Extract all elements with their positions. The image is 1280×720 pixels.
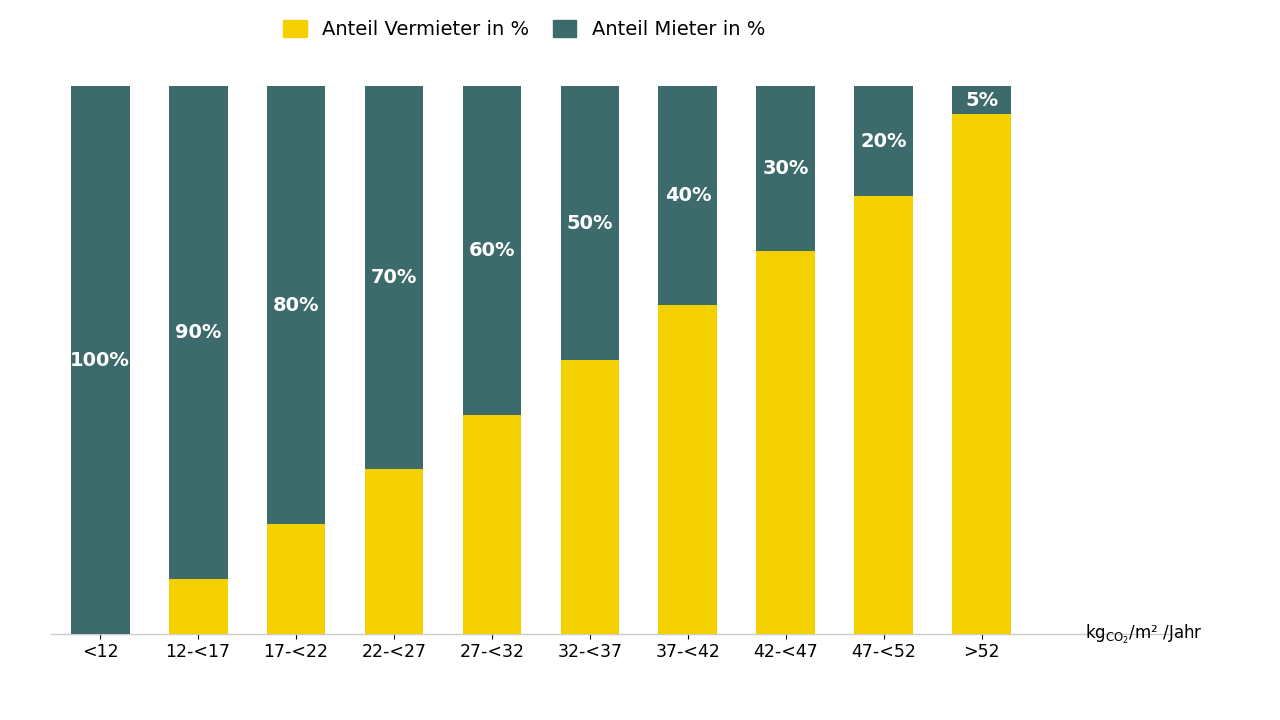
Text: 60%: 60% — [664, 460, 712, 479]
Bar — [462, 86, 521, 415]
Bar — [365, 469, 424, 634]
Bar — [70, 86, 129, 634]
Bar — [854, 86, 913, 196]
Bar — [462, 415, 521, 634]
Text: 50%: 50% — [567, 487, 613, 506]
Text: 70%: 70% — [763, 433, 809, 451]
Text: kg$_{\mathregular{CO_2}}$/m² /Jahr: kg$_{\mathregular{CO_2}}$/m² /Jahr — [1084, 623, 1202, 646]
Text: 80%: 80% — [273, 296, 319, 315]
Legend: Anteil Vermieter in %, Anteil Mieter in %: Anteil Vermieter in %, Anteil Mieter in … — [278, 14, 771, 45]
Bar — [266, 86, 325, 524]
Text: 40%: 40% — [468, 515, 516, 534]
Text: 80%: 80% — [860, 405, 908, 424]
Bar — [658, 86, 717, 305]
Text: 20%: 20% — [273, 570, 319, 588]
Text: 70%: 70% — [371, 269, 417, 287]
Bar — [169, 86, 228, 579]
Text: 95%: 95% — [959, 364, 1005, 383]
Text: 100%: 100% — [70, 351, 131, 369]
Bar — [365, 86, 424, 469]
Text: 5%: 5% — [965, 91, 998, 109]
Bar — [952, 86, 1011, 114]
Bar — [658, 305, 717, 634]
Text: 30%: 30% — [763, 159, 809, 178]
Bar — [561, 86, 620, 360]
Bar — [169, 579, 228, 634]
Bar — [266, 524, 325, 634]
Bar — [952, 114, 1011, 634]
Text: 40%: 40% — [664, 186, 712, 205]
Bar — [854, 196, 913, 634]
Text: 30%: 30% — [371, 542, 417, 561]
Bar — [561, 360, 620, 634]
Text: 60%: 60% — [468, 241, 516, 260]
Text: 50%: 50% — [567, 214, 613, 233]
Text: 20%: 20% — [860, 132, 908, 150]
Text: 10%: 10% — [175, 597, 221, 616]
Bar — [756, 251, 815, 634]
Bar — [756, 86, 815, 251]
Text: 90%: 90% — [175, 323, 221, 342]
